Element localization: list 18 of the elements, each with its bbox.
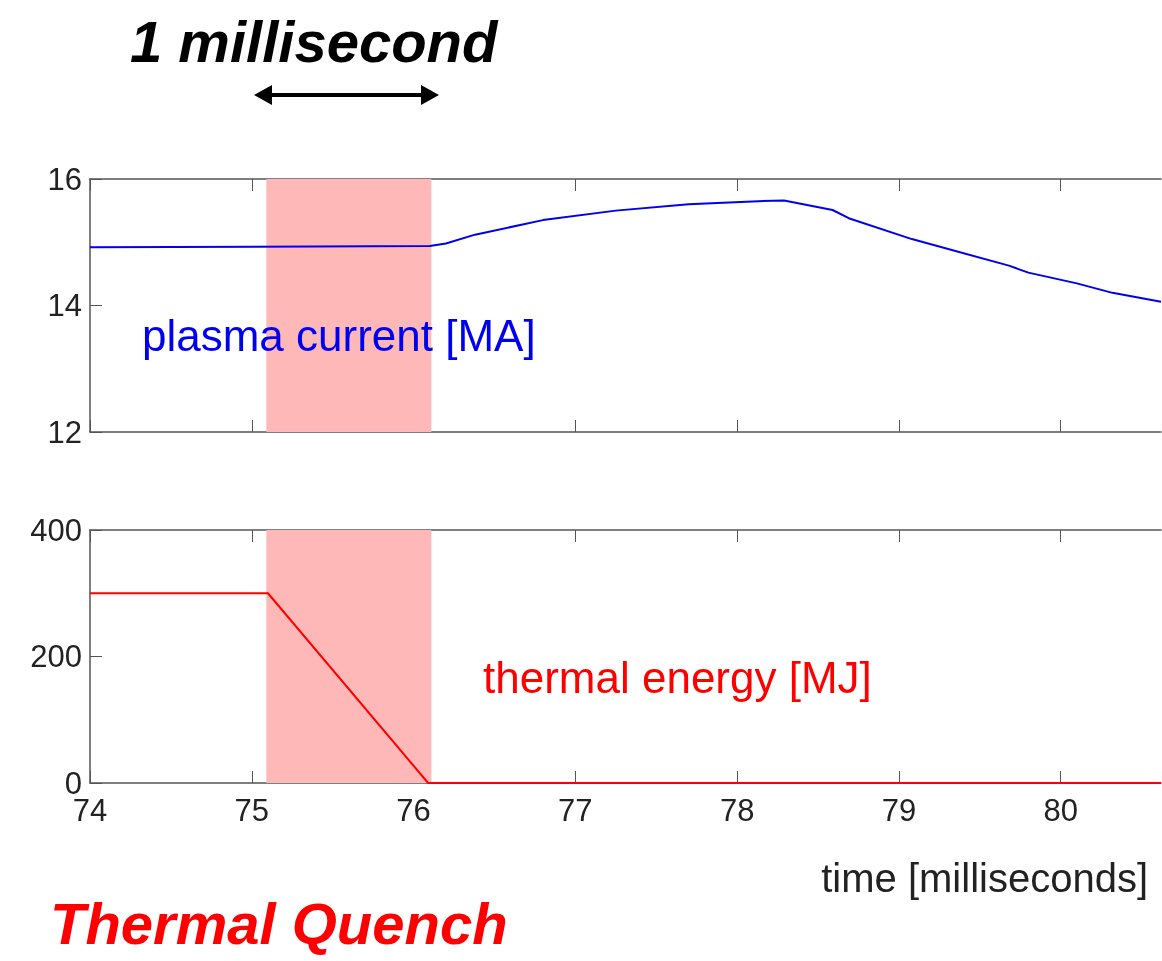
x-tick-label: 75 (234, 793, 270, 828)
y-tick-label: 14 (47, 288, 82, 323)
y-tick-label: 400 (30, 512, 82, 548)
y-tick-label: 12 (47, 414, 82, 450)
series-label: plasma current [MA] (142, 310, 536, 360)
x-tick-label: 80 (1043, 793, 1078, 828)
x-tick-label: 78 (719, 793, 755, 828)
x-tick-label: 79 (881, 793, 917, 828)
x-tick-label: 76 (396, 793, 431, 828)
x-axis-title: time [milliseconds] (821, 856, 1149, 900)
y-tick-label: 200 (30, 639, 82, 674)
text: 1 millisecond (130, 8, 498, 75)
band-label: Thermal Quench (50, 890, 508, 957)
series-label: thermal energy [MJ] (483, 652, 872, 702)
line-series (89, 199, 1162, 303)
x-tick-label: 77 (558, 793, 593, 828)
x-tick-label: 74 (72, 793, 108, 828)
y-tick-label: 16 (47, 161, 82, 197)
